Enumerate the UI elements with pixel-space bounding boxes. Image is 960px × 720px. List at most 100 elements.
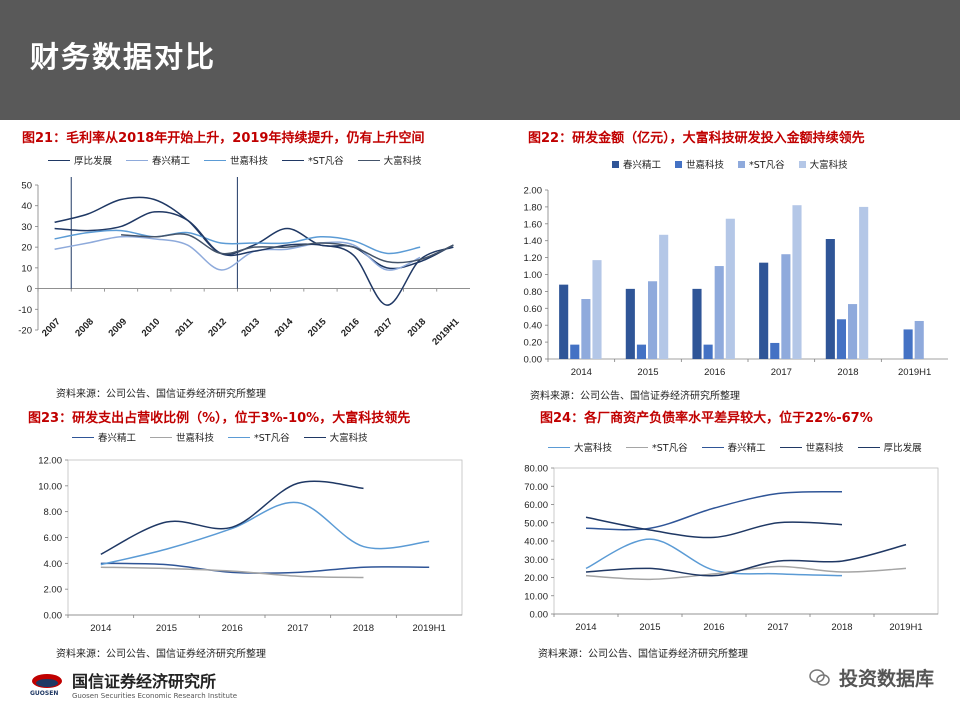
- fig22-ytick-label: 0.40: [524, 321, 543, 332]
- fig22-ytick-label: 0.80: [524, 287, 543, 298]
- fig22-bar: [759, 262, 769, 359]
- fig21-series-line: [54, 235, 421, 271]
- fig24-ytick-label: 70.00: [524, 482, 548, 493]
- fig21-ytick-label: 50: [21, 181, 32, 192]
- legend-label: 大富科技: [574, 443, 613, 454]
- fig23-xtick-label: 2014: [90, 623, 111, 634]
- fig22-xtick-label: 2015: [637, 367, 658, 378]
- fig21-xtick-label: 2017: [372, 316, 395, 339]
- fig24-ytick-label: 50.00: [524, 518, 548, 529]
- legend-item: 世嘉科技: [675, 157, 724, 171]
- legend-item: 大富科技: [548, 440, 612, 454]
- fig21-series-line: [54, 210, 454, 306]
- legend-item: *ST凡谷: [228, 430, 290, 444]
- fig22-bar: [570, 344, 580, 359]
- legend-label: 世嘉科技: [230, 156, 269, 167]
- fig22-bar: [636, 344, 646, 359]
- fig21-ytick-label: -20: [18, 326, 32, 337]
- legend-item: 春兴精工: [701, 440, 766, 454]
- fig24-chart: 0.00 10.00 20.00 30.00 40.00 50.00 60.00 70.00 8…: [480, 455, 960, 645]
- fig21-title: 图21：毛利率从2018年开始上升，2019年持续提升，仍有上升空间: [22, 131, 425, 146]
- fig24-series-line: [585, 538, 843, 577]
- fig24-xtick-label: 2017: [767, 622, 788, 633]
- legend-label: 世嘉科技: [805, 443, 844, 454]
- legend-item: 厚比发展: [857, 440, 922, 454]
- fig23-ytick-label: 2.00: [44, 585, 63, 596]
- legend-label: 厚比发展: [74, 156, 113, 167]
- guosen-logo-icon: GUOSEN: [30, 670, 64, 698]
- company-logo: GUOSEN 国信证券经济研究所 Guosen Securities Econo…: [30, 668, 237, 700]
- fig22-ytick-label: 1.80: [524, 202, 543, 213]
- legend-swatch: [126, 159, 149, 161]
- legend-swatch: [612, 160, 619, 168]
- legend-item: 大富科技: [798, 157, 848, 171]
- fig22-bar: [825, 239, 835, 359]
- fig22-ytick-label: 0.00: [524, 355, 543, 366]
- fig22-source: 资料来源：公司公告、国信证券经济研究所整理: [530, 391, 740, 402]
- fig23-xtick-label: 2017: [287, 623, 308, 634]
- fig21-xtick-label: 2011: [173, 316, 196, 339]
- fig23-xtick-label: 2019H1: [413, 623, 446, 634]
- fig23-xtick-label: 2018: [353, 623, 374, 634]
- fig23-chart: 0.00 2.00 4.00 6.00 8.00 10.00 12.00 2014 2015 20…: [0, 445, 480, 645]
- legend-label: *ST凡谷: [254, 433, 290, 444]
- fig22-chart: 0.00 0.20 0.40 0.60 0.80 1.00 1.20 1.40 1.60 1.80…: [480, 170, 960, 400]
- fig22-bar: [692, 288, 702, 359]
- legend-label: 春兴精工: [727, 443, 766, 454]
- legend-swatch: [675, 160, 683, 168]
- fig24-series-line: [585, 490, 843, 531]
- fig21-xtick-label: 2009: [106, 316, 129, 339]
- fig21-ytick-label: 30: [21, 222, 32, 233]
- fig23-plot-frame: [67, 459, 463, 616]
- legend-label: 大富科技: [809, 160, 848, 171]
- legend-label: 大富科技: [383, 156, 422, 167]
- legend-item: 世嘉科技: [150, 430, 214, 444]
- fig21-source: 资料来源：公司公告、国信证券经济研究所整理: [56, 389, 266, 400]
- fig21-xtick-label: 2015: [306, 316, 329, 339]
- logo-text: GUOSEN: [30, 690, 59, 697]
- legend-swatch: [779, 446, 802, 448]
- legend-swatch: [548, 446, 570, 448]
- fig22-bar: [659, 234, 669, 359]
- legend-swatch: [798, 160, 806, 168]
- legend-label: *ST凡谷: [652, 443, 688, 454]
- fig21-chart: -20 -10 0 10 20 30 40 50 2007 2008 2009 2010 2011 201…: [0, 170, 480, 400]
- legend-swatch: [626, 446, 649, 448]
- fig22-bar: [581, 299, 591, 359]
- fig23-ytick-label: 4.00: [44, 559, 63, 570]
- fig21-xtick-label: 2013: [239, 316, 262, 339]
- legend-item: 厚比发展: [48, 153, 112, 167]
- fig21-xtick-label: 2014: [273, 316, 296, 339]
- legend-label: 厚比发展: [883, 443, 922, 454]
- legend-item: 春兴精工: [72, 430, 136, 444]
- fig21-legend: 厚比发展 春兴精工 世嘉科技 *ST凡谷 大富科技: [48, 153, 422, 167]
- fig24-ytick-label: 80.00: [524, 464, 548, 475]
- fig24-series-line: [585, 516, 843, 539]
- fig23-source: 资料来源：公司公告、国信证券经济研究所整理: [56, 649, 266, 660]
- legend-label: *ST凡谷: [749, 160, 785, 171]
- fig23-series-line: [100, 501, 430, 566]
- fig24-xtick-label: 2014: [575, 622, 596, 633]
- fig22-xtick-label: 2016: [704, 367, 725, 378]
- legend-swatch: [282, 159, 305, 161]
- fig23-series-line: [100, 480, 364, 555]
- legend-item: 春兴精工: [126, 153, 190, 167]
- wechat-icon: [809, 668, 830, 686]
- fig24-ytick-label: 60.00: [524, 500, 548, 511]
- watermark: 投资数据库: [809, 664, 934, 691]
- legend-swatch: [738, 160, 746, 168]
- fig22-bar: [848, 304, 858, 359]
- legend-label: 世嘉科技: [176, 433, 215, 444]
- fig21-series-line: [54, 196, 454, 270]
- fig23-ytick-label: 0.00: [44, 611, 63, 622]
- fig24-source: 资料来源：公司公告、国信证券经济研究所整理: [538, 649, 748, 660]
- fig21-xtick-label: 2007: [40, 316, 63, 339]
- legend-swatch: [228, 436, 251, 438]
- legend-swatch: [701, 446, 724, 448]
- legend-swatch: [303, 436, 326, 438]
- fig24-xtick-label: 2015: [639, 622, 660, 633]
- fig22-ytick-label: 1.00: [524, 270, 543, 281]
- fig22-bar: [559, 284, 569, 359]
- fig22-ytick-label: 1.40: [524, 236, 543, 247]
- fig22-bar: [836, 319, 846, 359]
